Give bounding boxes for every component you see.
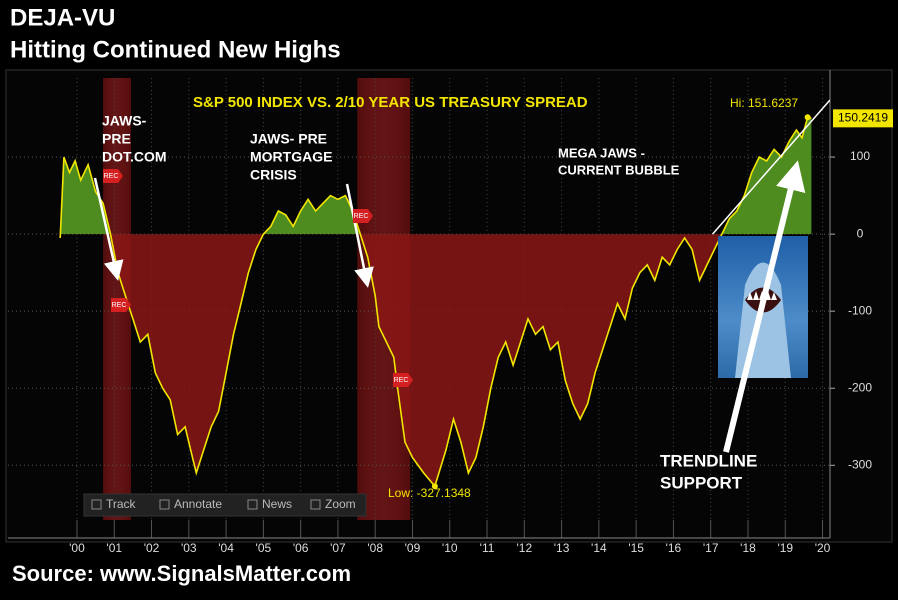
rec-flag bbox=[103, 169, 123, 183]
y-tick-label: -300 bbox=[848, 457, 872, 471]
x-tick-label: '16 bbox=[666, 541, 682, 555]
x-tick-label: '05 bbox=[256, 541, 272, 555]
arrow bbox=[345, 183, 374, 288]
x-tick-label: '20 bbox=[815, 541, 831, 555]
rec-label: REC bbox=[354, 213, 369, 220]
low-point bbox=[431, 483, 438, 490]
toolbar-icon bbox=[310, 499, 321, 510]
toolbar-bg bbox=[83, 493, 367, 517]
x-tick-label: '11 bbox=[480, 541, 495, 555]
x-tick-label: '15 bbox=[628, 541, 644, 555]
annotation: SUPPORT bbox=[660, 473, 743, 492]
annotation: JAWS- PRE bbox=[250, 131, 327, 147]
page-subtitle: Hitting Continued New Highs bbox=[10, 36, 341, 63]
toolbar-button[interactable]: Zoom bbox=[325, 497, 356, 511]
annotation: PRE bbox=[102, 131, 131, 147]
x-tick-label: '10 bbox=[442, 541, 458, 555]
x-tick-label: '03 bbox=[181, 541, 197, 555]
toolbar-icon bbox=[247, 499, 258, 510]
annotation: DOT.COM bbox=[102, 149, 167, 165]
chart-title: S&P 500 INDEX VS. 2/10 YEAR US TREASURY … bbox=[193, 94, 588, 111]
high-label: Hi: 151.6237 bbox=[730, 96, 798, 110]
toolbar-button[interactable]: Track bbox=[106, 497, 137, 511]
x-tick-label: '09 bbox=[405, 541, 421, 555]
x-tick-label: '07 bbox=[330, 541, 346, 555]
low-label: Low: -327.1348 bbox=[388, 486, 471, 500]
annotation: CRISIS bbox=[250, 167, 297, 183]
y-tick-label: -100 bbox=[848, 303, 872, 317]
source: Source: www.SignalsMatter.com bbox=[12, 561, 351, 586]
x-tick-label: '01 bbox=[106, 541, 122, 555]
toolbar: Track Annotate News Zoom bbox=[83, 493, 367, 517]
annotation: MEGA JAWS - bbox=[558, 145, 645, 160]
annotation: MORTGAGE bbox=[250, 149, 332, 165]
rec-flag bbox=[353, 209, 373, 223]
rec-label: REC bbox=[394, 377, 409, 384]
area-negative bbox=[60, 234, 812, 487]
rec-flag bbox=[393, 373, 413, 387]
high-point bbox=[804, 114, 811, 121]
trendline bbox=[712, 99, 830, 235]
x-tick-label: '17 bbox=[703, 541, 719, 555]
x-tick-label: '04 bbox=[218, 541, 234, 555]
y-tick-label: -200 bbox=[848, 380, 872, 394]
last-value-label: 150.2419 bbox=[838, 111, 888, 125]
x-tick-label: '19 bbox=[777, 541, 793, 555]
y-tick-label: 100 bbox=[850, 149, 870, 163]
x-tick-label: '13 bbox=[554, 541, 570, 555]
annotation: CURRENT BUBBLE bbox=[558, 162, 680, 177]
rec-flag bbox=[111, 298, 131, 312]
line bbox=[59, 116, 812, 488]
plot: -300 -200 -100 0 100 '00 '01 '02 '03 '04 '05 '06 '07… bbox=[8, 70, 893, 555]
last-value-box bbox=[833, 109, 893, 128]
y-tick-label: 0 bbox=[857, 226, 864, 240]
shark-image bbox=[718, 236, 808, 378]
x-tick-label: '18 bbox=[740, 541, 756, 555]
x-tick-label: '00 bbox=[69, 541, 85, 555]
arrow bbox=[723, 160, 806, 453]
x-tick-label: '08 bbox=[367, 541, 383, 555]
x-tick-label: '02 bbox=[144, 541, 160, 555]
x-tick-label: '14 bbox=[591, 541, 607, 555]
x-tick-label: '06 bbox=[293, 541, 309, 555]
toolbar-button[interactable]: News bbox=[262, 497, 292, 511]
x-tick-label: '12 bbox=[516, 541, 532, 555]
toolbar-icon bbox=[159, 499, 170, 510]
annotation: JAWS- bbox=[102, 113, 147, 129]
toolbar-icon bbox=[91, 499, 102, 510]
page-title: DEJA-VU bbox=[10, 4, 115, 31]
rec-label: REC bbox=[104, 173, 119, 180]
rec-label: REC bbox=[112, 302, 127, 309]
annotation: TRENDLINE bbox=[660, 451, 757, 470]
toolbar-button[interactable]: Annotate bbox=[174, 497, 222, 511]
area-positive bbox=[60, 117, 812, 235]
arrow bbox=[93, 177, 124, 281]
